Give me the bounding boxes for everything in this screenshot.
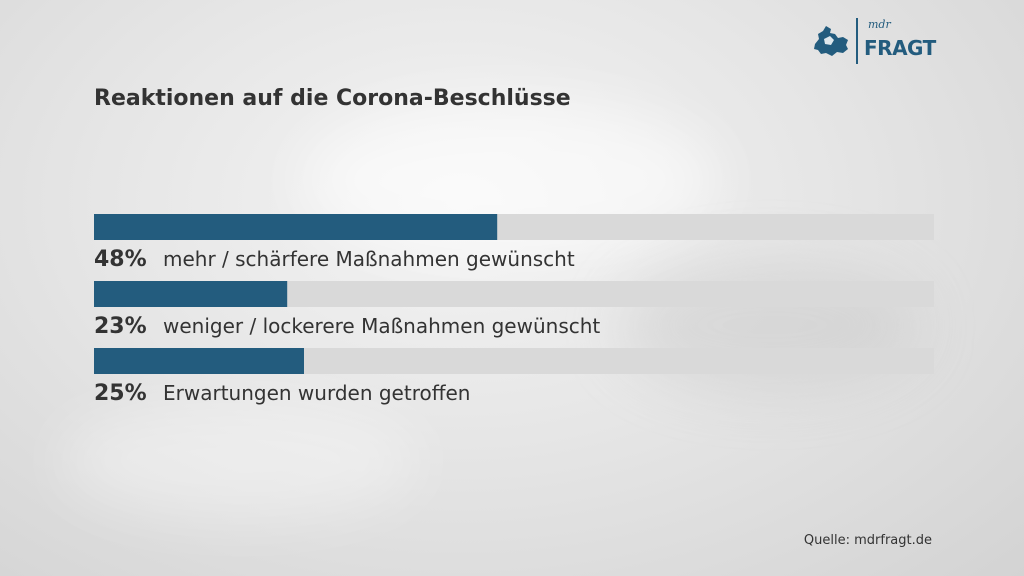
bar-2 [94, 281, 288, 307]
source-note: Quelle: mdrfragt.de [803, 533, 932, 548]
logo-fragt-text: FRAGT [864, 36, 936, 60]
logo-mdr-text: mdr [868, 18, 891, 31]
category-label: mehr / schärfere Maßnahmen gewünscht [163, 247, 575, 271]
bar-1 [94, 214, 498, 240]
saxony-map-icon [814, 26, 848, 56]
category-label: Erwartungen wurden getroffen [163, 381, 470, 405]
logo-divider [856, 18, 858, 64]
chart-title: Reaktionen auf die Corona-Beschlüsse [94, 86, 571, 111]
value-label: 25% [94, 381, 147, 406]
mdr-fragt-logo: mdr FRAGT [812, 18, 942, 66]
category-label: weniger / lockerere Maßnahmen gewünscht [163, 314, 600, 338]
bar-3 [94, 348, 304, 374]
value-label: 48% [94, 247, 147, 272]
value-label: 23% [94, 314, 147, 339]
